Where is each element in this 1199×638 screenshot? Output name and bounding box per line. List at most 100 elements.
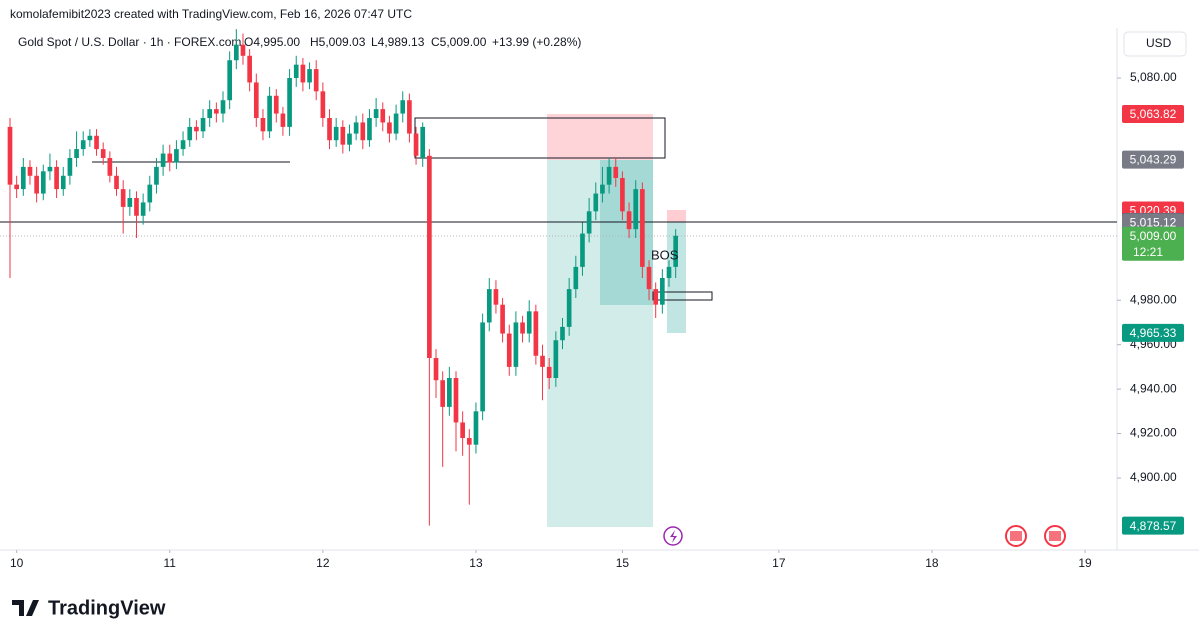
candle-body [553, 340, 559, 378]
candle-body [7, 126, 13, 185]
price-label-box [1122, 323, 1184, 342]
candle-body [300, 64, 306, 83]
price-label: 5,063.82 [1130, 107, 1177, 121]
candle-body [573, 266, 579, 290]
y-tick-label: 4,980.00 [1130, 292, 1177, 306]
candle-body [287, 78, 292, 127]
x-tick-label: 17 [772, 556, 786, 570]
candle-body [247, 55, 252, 83]
candle-body [27, 166, 33, 176]
candles [7, 29, 678, 526]
candle-body [240, 44, 246, 56]
candle-body [54, 166, 59, 190]
candle-body [526, 311, 532, 334]
candle-body [280, 113, 286, 127]
candle-body [613, 166, 619, 178]
y-tick-label: 4,920.00 [1130, 426, 1177, 440]
candle-body [187, 126, 193, 141]
logo-text: TradingView [48, 597, 166, 619]
candle-body [387, 122, 392, 134]
candle-body [214, 109, 219, 114]
candle-body [520, 322, 525, 334]
candle-body [580, 233, 585, 267]
candle-body [546, 366, 552, 378]
candle-body [34, 175, 39, 194]
candle-body [134, 198, 139, 216]
candle-body [673, 235, 678, 267]
candle-body [600, 184, 605, 194]
annotation: BOS [651, 247, 679, 262]
x-tick-label: 13 [469, 556, 483, 570]
candle-body [180, 140, 186, 150]
candle-body [327, 118, 332, 141]
candle-body [540, 355, 545, 367]
candle-body [367, 118, 372, 141]
candle-body [340, 126, 346, 145]
candle-body [147, 184, 153, 203]
y-tick-label: 4,940.00 [1130, 381, 1177, 395]
candle-body [67, 158, 73, 176]
candle-body [87, 135, 93, 141]
x-tick-label: 12 [316, 556, 330, 570]
candle-body [80, 140, 86, 150]
candle-body [94, 135, 99, 150]
candle-body [513, 322, 519, 367]
candle-body [433, 358, 439, 381]
candle-body [114, 175, 119, 190]
candle-body [373, 109, 379, 118]
candle-body [393, 113, 399, 134]
candle-body [293, 64, 299, 78]
candle-body [666, 266, 672, 278]
candle-body [473, 411, 479, 445]
candle-body [347, 133, 352, 145]
flag [1049, 531, 1061, 541]
price-label-box [1122, 516, 1184, 535]
candle-body [413, 133, 419, 156]
candle-body [360, 122, 366, 141]
candle-body [273, 95, 279, 114]
legend-value: O4,995.00 [244, 35, 300, 49]
x-tick-label: 19 [1078, 556, 1092, 570]
candle-body [267, 95, 272, 132]
stop-zone [667, 210, 686, 222]
button-frame[interactable] [1123, 31, 1187, 57]
candle-body [140, 202, 146, 216]
logo-mark [12, 600, 39, 616]
x-tick-label: 10 [10, 556, 24, 570]
candle-body [420, 126, 426, 158]
candle-body [333, 126, 339, 141]
candle-body [120, 189, 126, 207]
candle-body [127, 198, 133, 207]
candle-body [74, 149, 79, 158]
candle-body [200, 118, 206, 132]
flag [1010, 531, 1022, 541]
y-tick-label: 4,900.00 [1130, 470, 1177, 484]
candle-body [174, 149, 179, 163]
candle-body [427, 155, 432, 358]
candle-body [466, 438, 472, 445]
candle-body [167, 153, 173, 163]
candle-body [453, 378, 459, 423]
legend-value: +13.99 (+0.28%) [492, 35, 581, 49]
price-label-box [1122, 150, 1184, 169]
price-label: 5,043.29 [1130, 153, 1177, 167]
currency-button[interactable]: USD [1123, 31, 1187, 57]
candle-body [593, 193, 599, 212]
x-tick-label: 18 [925, 556, 939, 570]
candle-body [633, 189, 639, 230]
candle-body [107, 158, 113, 176]
candle-body [194, 126, 199, 132]
candle-body [207, 109, 213, 118]
candle-body [407, 100, 412, 134]
price-label: 5,009.00 [1130, 229, 1177, 243]
button-label[interactable]: USD [1146, 36, 1172, 50]
candle-body [400, 100, 406, 114]
event-icon-glyph [670, 530, 677, 543]
candle-body [353, 122, 359, 134]
candle-body [533, 311, 539, 356]
candle-body [380, 109, 386, 123]
candle-body [640, 189, 645, 267]
candle-body [40, 171, 46, 194]
candle-body [506, 333, 512, 367]
candle-body [586, 211, 592, 234]
